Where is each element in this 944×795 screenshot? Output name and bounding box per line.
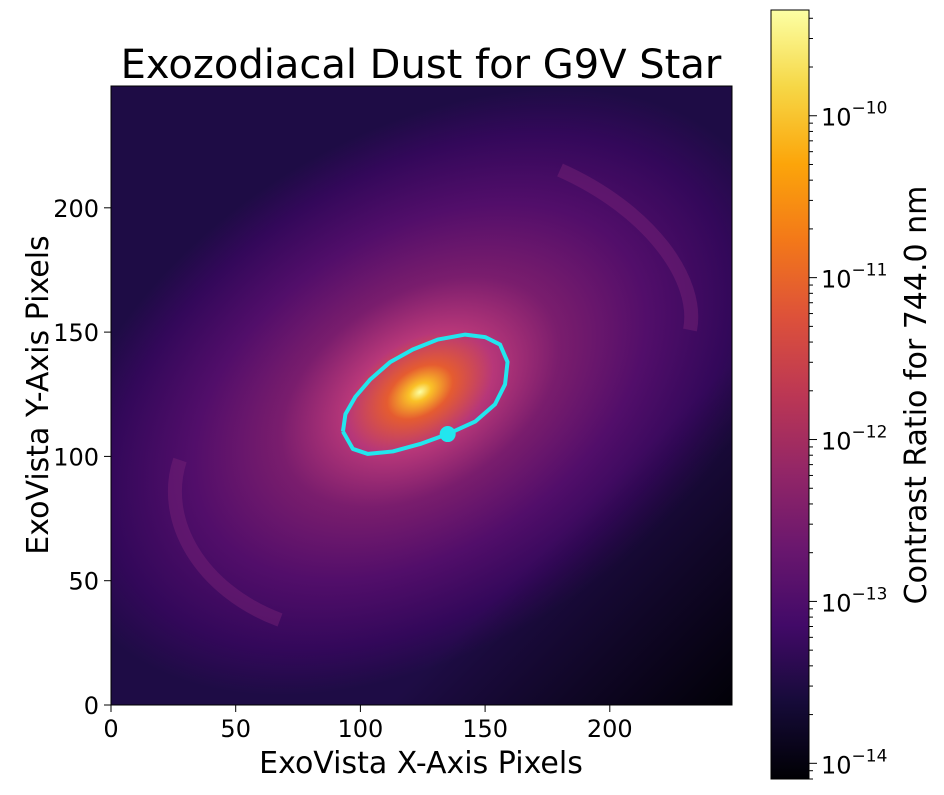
colorbar-tick-label: 10−11 xyxy=(821,261,887,294)
x-tick-label: 200 xyxy=(587,715,633,743)
y-tick-label: 0 xyxy=(84,692,99,720)
y-tick-label: 150 xyxy=(53,319,99,347)
x-tick-label: 100 xyxy=(337,715,383,743)
plot-frame xyxy=(110,85,733,706)
heatmap-image xyxy=(111,86,732,705)
x-axis-label: ExoVista X-Axis Pixels xyxy=(259,746,583,781)
y-axis-label: ExoVista Y-Axis Pixels xyxy=(21,235,56,554)
colorbar-tick-label: 10−13 xyxy=(821,584,887,617)
x-tick-label: 0 xyxy=(103,715,118,743)
x-tick-label: 50 xyxy=(220,715,251,743)
x-axis: 0 50 100 150 200 xyxy=(103,705,633,743)
colorbar xyxy=(770,9,810,780)
y-tick-label: 100 xyxy=(53,443,99,471)
dust-arm-lower xyxy=(167,457,283,627)
colorbar-tick-label: 10−10 xyxy=(821,99,887,132)
dust-arm-upper xyxy=(557,163,699,332)
y-tick-label: 50 xyxy=(68,568,99,596)
planet-marker xyxy=(439,426,456,443)
colorbar-label: Contrast Ratio for 744.0 nm xyxy=(899,186,934,605)
colorbar-axis: 10−14 10−13 10−12 10−11 10−10 xyxy=(809,17,887,780)
y-axis: 0 50 100 150 200 xyxy=(53,195,111,720)
chart-title: Exozodiacal Dust for G9V Star xyxy=(121,42,722,88)
orbit-path xyxy=(340,332,510,456)
x-tick-label: 150 xyxy=(462,715,508,743)
colorbar-tick-label: 10−12 xyxy=(821,423,887,456)
colorbar-tick-label: 10−14 xyxy=(821,746,887,779)
y-tick-label: 200 xyxy=(53,195,99,223)
